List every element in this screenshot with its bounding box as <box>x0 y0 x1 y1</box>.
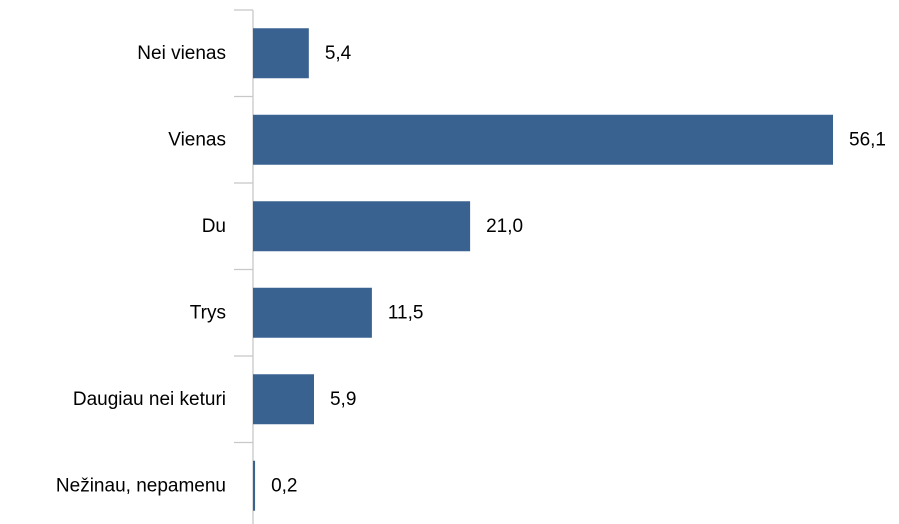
data-label: 5,9 <box>330 389 356 410</box>
category-label: Vienas <box>168 129 226 150</box>
bar <box>253 114 833 165</box>
bar <box>253 460 256 511</box>
category-label: Nežinau, nepamenu <box>56 475 226 496</box>
bar <box>253 201 471 252</box>
data-label: 0,2 <box>271 475 297 496</box>
category-label: Trys <box>190 302 226 323</box>
category-axis-ticks <box>234 9 253 444</box>
category-label: Daugiau nei keturi <box>73 389 226 410</box>
data-label: 5,4 <box>325 43 352 64</box>
value-labels: 5,4 56,1 21,0 11,5 5,9 0,2 <box>271 43 886 497</box>
bars-group <box>253 28 833 511</box>
category-label: Nei vienas <box>137 43 226 64</box>
category-label: Du <box>202 216 226 237</box>
data-label: 21,0 <box>486 216 523 237</box>
bar <box>253 28 309 79</box>
data-label: 11,5 <box>388 302 424 323</box>
bar <box>253 287 372 338</box>
data-label: 56,1 <box>849 129 886 150</box>
category-labels: Nei vienas Vienas Du Trys Daugiau nei keturi… <box>56 43 226 497</box>
bar <box>253 374 314 425</box>
